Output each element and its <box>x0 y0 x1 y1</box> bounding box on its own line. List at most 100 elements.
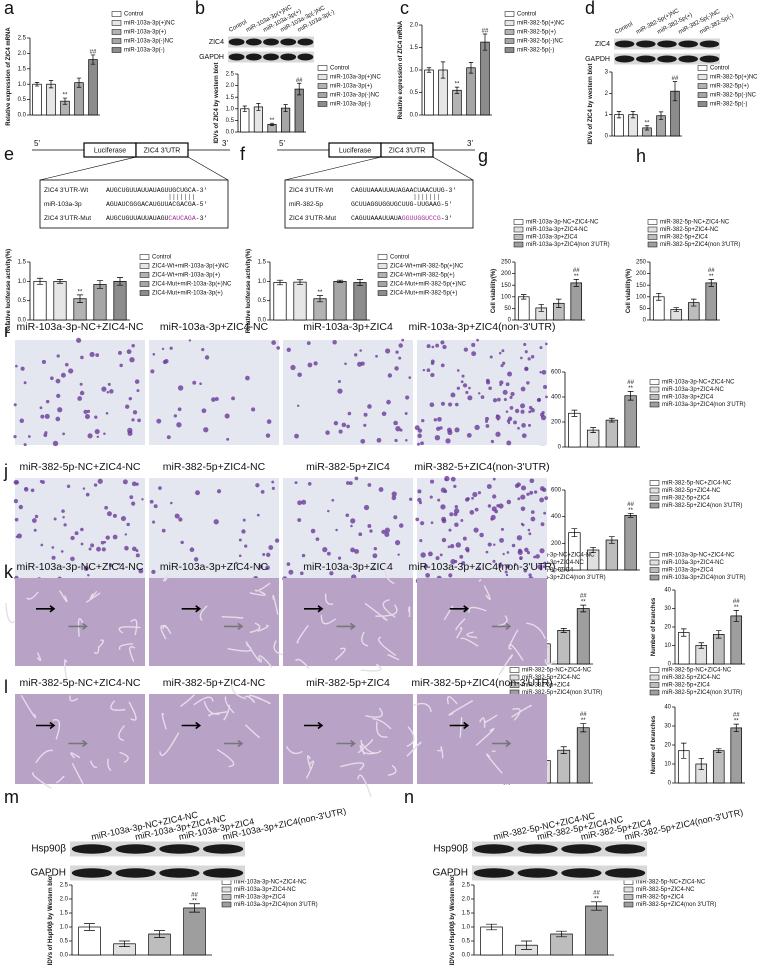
bar <box>46 83 56 116</box>
cell <box>430 372 435 378</box>
y-tick-label: 600 <box>551 488 562 494</box>
blot-band <box>657 55 677 63</box>
bar <box>113 280 127 321</box>
bar <box>424 69 434 116</box>
cell <box>502 389 508 395</box>
cell <box>539 370 542 374</box>
legend-label: miR-103a-3p-NC+ZIC4-NC <box>662 380 735 386</box>
error-bar <box>356 279 364 286</box>
y-tick-label: 1.0 <box>258 279 267 285</box>
error-bar <box>56 279 64 284</box>
cell <box>20 366 25 371</box>
tube <box>245 724 260 739</box>
cell <box>135 482 139 486</box>
panel-label: c <box>400 0 409 18</box>
cell <box>216 489 222 494</box>
cell <box>471 496 474 500</box>
cell <box>276 346 281 350</box>
cell <box>299 571 304 576</box>
cell <box>505 573 509 577</box>
cell <box>533 490 538 494</box>
legend-label: miR-103a-3p(-)NC <box>330 93 380 99</box>
error-bar <box>62 97 68 105</box>
y-tick-label: 0.5 <box>18 298 27 304</box>
legend-label: miR-382-5p+ZIC4(non 3'UTR) <box>636 902 716 908</box>
bar <box>78 926 101 956</box>
cell <box>60 550 64 553</box>
y-tick-label: 30 <box>664 724 671 730</box>
tube <box>375 721 388 738</box>
y-tick-label: 0.0 <box>410 113 419 119</box>
legend-swatch <box>139 290 150 296</box>
error-bar <box>571 528 578 538</box>
cell <box>448 402 453 407</box>
tube <box>375 604 398 617</box>
cell <box>112 513 117 518</box>
error-bar <box>608 536 615 544</box>
legend-label: miR-103a-3p(-)NC <box>124 39 174 45</box>
legend-swatch <box>697 101 708 107</box>
legend-swatch <box>649 689 660 696</box>
cell <box>327 509 330 513</box>
cell <box>540 522 545 527</box>
tube <box>306 755 312 770</box>
tube <box>406 741 422 757</box>
legend-swatch <box>649 401 660 408</box>
cell <box>350 524 353 528</box>
cell <box>64 362 69 367</box>
tube <box>285 745 303 755</box>
cell <box>62 432 65 436</box>
sequence: AUGCUGUUAUUAUAGUUGCUGCA-3' <box>106 187 207 194</box>
cell <box>255 483 260 488</box>
significance-star: ** <box>581 718 586 724</box>
cell <box>520 494 526 500</box>
cell <box>539 497 545 503</box>
arrow <box>68 739 88 748</box>
y-tick-label: 100 <box>636 294 647 300</box>
cell <box>350 547 356 553</box>
blot-band <box>678 40 698 48</box>
tube <box>382 599 396 618</box>
error-bar <box>681 742 687 759</box>
arrow <box>304 605 324 613</box>
cell <box>266 552 271 558</box>
legend-swatch <box>649 574 660 581</box>
cell <box>523 342 527 347</box>
tube <box>468 606 487 613</box>
tube <box>364 602 388 621</box>
cell <box>505 382 510 387</box>
cell <box>262 553 266 557</box>
tube <box>249 590 266 596</box>
cell <box>504 570 508 574</box>
legend-label: miR-382-5p+ZIC4(non 3'UTR) <box>662 690 742 696</box>
y-tick-label: 1.0 <box>410 68 419 74</box>
tube <box>387 764 397 776</box>
three-prime: 3' <box>222 139 228 148</box>
bar <box>480 926 503 956</box>
y-tick-label: 1.0 <box>462 925 471 931</box>
cell <box>381 411 387 417</box>
legend-label: ZIC4-Mut+miR-382-5p(+) <box>390 291 457 297</box>
cell <box>419 539 423 543</box>
micrograph-caption: miR-103a-3p+ZIC4-NC <box>160 561 269 573</box>
bar <box>570 282 583 321</box>
significance-star: ** <box>78 289 83 295</box>
legend-swatch <box>647 234 658 240</box>
cell <box>498 503 504 509</box>
legend-label: miR-382-5p+ZIC4(non 3'UTR) <box>660 242 740 248</box>
tube <box>69 695 79 702</box>
bar <box>712 750 725 784</box>
cell <box>536 397 542 403</box>
sequence: AGUAUCGGGACAUGUUACGACGA-5' <box>106 201 207 208</box>
bar <box>273 282 287 321</box>
panel-label: i <box>4 321 8 341</box>
cell <box>430 361 435 366</box>
cell <box>44 413 50 419</box>
cell <box>350 518 356 524</box>
y-tick-label: 100 <box>501 294 512 300</box>
cell <box>492 398 498 403</box>
tube <box>296 624 309 644</box>
significance-star: ** <box>455 82 460 88</box>
cell <box>442 344 447 350</box>
legend-label: miR-103a-3p+ZIC4(non 3'UTR) <box>526 242 610 248</box>
